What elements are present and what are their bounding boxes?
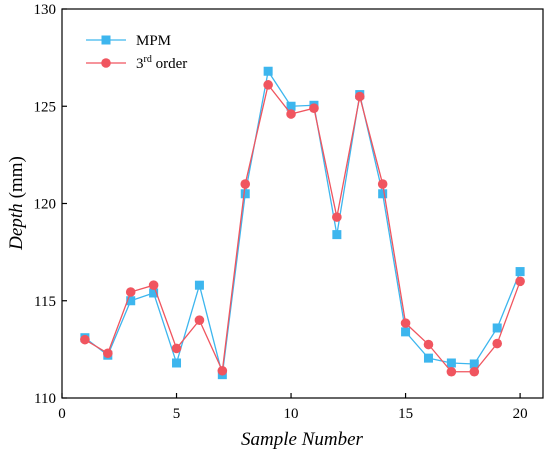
data-point-mpm [378,189,388,199]
data-point-3rd-order [423,339,434,350]
data-point-mpm [332,230,342,240]
data-point-mpm [286,101,296,111]
y-axis-title-quantity: Depth [6,203,27,250]
y-tick-label: 130 [34,2,57,18]
legend-item-mpm: MPM [86,33,171,49]
ticks-layer: 0 5 10 15 20 110 115 120 125 130 [34,2,528,422]
x-tick-label: 0 [58,406,66,422]
data-point-3rd-order [240,179,251,189]
data-point-3rd-order [103,348,113,359]
data-point-mpm [149,288,159,298]
y-tick-label: 120 [34,197,57,213]
legend-label-mpm: MPM [136,33,171,49]
x-axis-title: Sample Number [241,429,364,450]
data-point-3rd-order [263,80,273,90]
x-tick-label: 20 [513,406,528,422]
series-mpm [80,66,525,380]
y-tick-label: 115 [34,294,56,310]
legend-marker-mpm [101,35,111,45]
data-point-3rd-order [377,179,388,189]
data-point-3rd-order [286,109,296,119]
data-point-3rd-order [515,276,525,287]
data-point-3rd-order [171,343,182,354]
data-point-mpm [446,358,456,368]
data-point-mpm [194,280,204,290]
plot-frame [61,8,544,399]
data-point-3rd-order [194,315,205,326]
legend-label-rest: order [152,56,187,72]
data-point-3rd-order [354,91,365,102]
x-tick-label: 10 [284,406,299,422]
series-line-3rd-order [84,83,521,374]
legend-marker-3rd-order [101,58,111,68]
x-tick-label: 5 [173,406,181,422]
data-point-3rd-order [148,280,159,290]
y-tick-label: 125 [34,99,57,115]
y-tick-label: 110 [34,391,56,407]
data-point-mpm [240,189,250,199]
data-point-3rd-order [125,287,136,297]
x-tick-label: 15 [398,406,413,422]
data-point-mpm [263,66,273,76]
data-point-3rd-order [332,212,342,222]
data-point-mpm [126,296,136,306]
data-point-3rd-order [469,366,480,377]
data-point-mpm [469,359,479,369]
legend-label-3rd-order: 3rd order [136,54,187,72]
data-point-3rd-order [217,365,228,376]
series-layer [80,66,525,380]
data-point-3rd-order [309,103,319,113]
legend: MPM 3rd order [86,33,187,72]
y-axis-title-unit: (mm) [6,156,27,198]
data-point-mpm [172,358,182,368]
series-3rd-order [80,80,525,377]
data-point-3rd-order [80,334,90,345]
data-point-3rd-order [446,366,457,377]
data-point-mpm [515,267,525,277]
data-point-3rd-order [492,338,502,349]
y-axis-title: Depth (mm) [6,156,27,251]
data-point-mpm [423,353,433,363]
data-point-3rd-order [400,318,411,328]
data-point-mpm [492,323,502,333]
series-line-mpm [84,69,521,375]
data-point-mpm [401,327,411,337]
legend-label-number: 3 [136,56,144,72]
legend-label-superscript: rd [144,54,152,65]
legend-item-3rd-order: 3rd order [86,54,187,72]
